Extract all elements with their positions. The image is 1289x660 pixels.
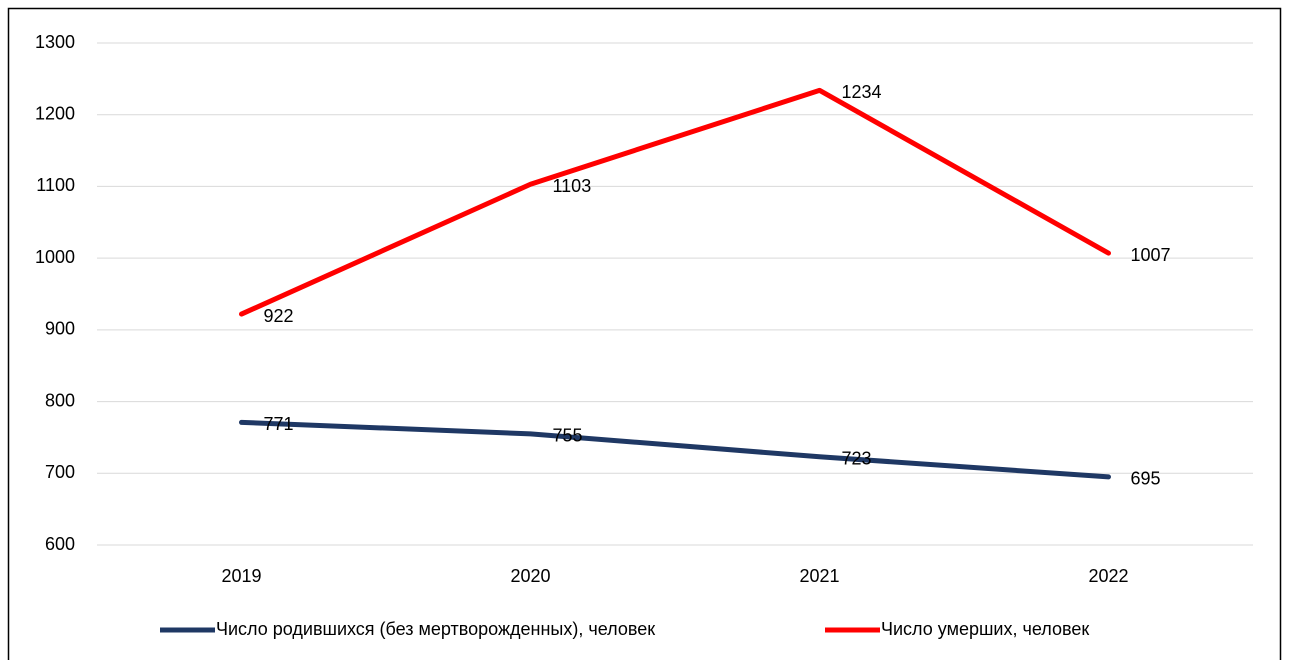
data-label: 1103: [553, 176, 592, 196]
data-label: 695: [1131, 469, 1161, 489]
series-line: [239, 419, 1111, 480]
x-tick-label: 2020: [510, 566, 550, 586]
y-tick-label: 1100: [36, 175, 75, 195]
data-label: 1234: [842, 82, 882, 102]
data-label: 755: [553, 426, 583, 446]
data-label: 1007: [1131, 245, 1171, 265]
y-tick-label: 600: [45, 534, 75, 554]
y-tick-label: 1200: [35, 103, 75, 123]
x-tick-label: 2021: [799, 566, 839, 586]
data-label: 723: [842, 449, 872, 469]
y-tick-label: 800: [45, 390, 75, 410]
y-tick-label: 1300: [35, 32, 75, 52]
data-label: 922: [264, 306, 294, 326]
data-label: 771: [264, 414, 294, 434]
legend-label: Число умерших, человек: [881, 619, 1089, 639]
y-tick-label: 1000: [35, 247, 75, 267]
x-tick-label: 2019: [221, 566, 261, 586]
series-line: [239, 87, 1111, 317]
legend-label: Число родившихся (без мертворожденных), …: [216, 619, 655, 639]
x-tick-label: 2022: [1088, 566, 1128, 586]
chart-frame: [7, 7, 1282, 660]
y-tick-label: 700: [45, 462, 75, 482]
y-tick-label: 900: [45, 319, 75, 339]
